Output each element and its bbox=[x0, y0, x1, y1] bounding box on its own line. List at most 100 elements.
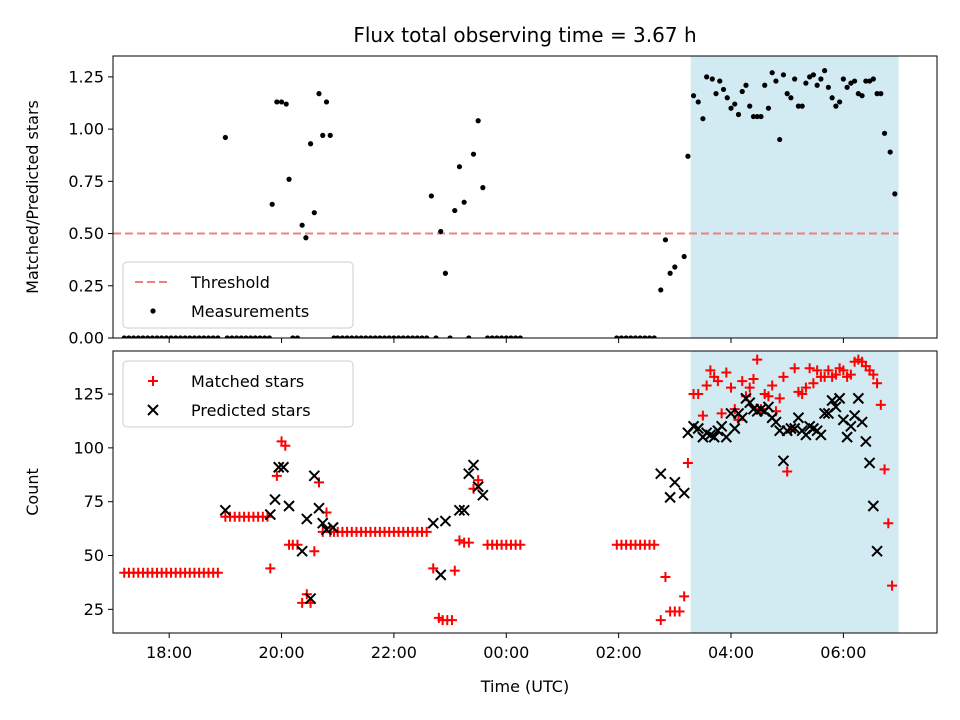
plot-area bbox=[113, 56, 899, 338]
data-point bbox=[748, 373, 759, 384]
data-point bbox=[782, 466, 793, 477]
data-point bbox=[777, 455, 790, 467]
data-point bbox=[735, 111, 742, 118]
data-point bbox=[770, 416, 782, 428]
highlight-span bbox=[690, 351, 899, 633]
data-point bbox=[830, 369, 841, 380]
data-point bbox=[780, 72, 787, 78]
data-point bbox=[664, 491, 676, 504]
plot-area bbox=[119, 351, 899, 633]
data-point bbox=[871, 545, 883, 557]
data-point bbox=[803, 80, 809, 86]
highlight-span bbox=[690, 56, 899, 338]
data-point bbox=[367, 335, 374, 338]
data-point bbox=[845, 420, 857, 433]
data-point bbox=[294, 335, 301, 338]
data-point bbox=[875, 399, 886, 410]
data-point bbox=[296, 545, 308, 557]
y-tick-label: 0.75 bbox=[68, 172, 104, 191]
legend: Matched stars Predicted stars bbox=[122, 360, 354, 428]
data-point bbox=[747, 103, 753, 109]
data-point bbox=[286, 176, 292, 182]
data-point bbox=[222, 134, 228, 141]
data-point bbox=[732, 101, 738, 107]
data-point bbox=[667, 270, 673, 276]
data-point bbox=[292, 539, 303, 550]
data-point bbox=[428, 563, 439, 574]
y-tick-label: 125 bbox=[73, 385, 104, 404]
data-point bbox=[868, 369, 879, 380]
data-point bbox=[454, 535, 465, 546]
data-point bbox=[313, 502, 325, 514]
data-point bbox=[883, 518, 894, 529]
data-point bbox=[475, 118, 481, 124]
data-point bbox=[628, 335, 634, 338]
y-tick-label: 25 bbox=[84, 600, 104, 619]
data-point bbox=[224, 335, 230, 338]
y-tick-label: 1.00 bbox=[68, 120, 104, 139]
data-point bbox=[229, 335, 235, 338]
data-point bbox=[797, 389, 808, 400]
data-point bbox=[243, 335, 249, 338]
data-point bbox=[692, 422, 704, 435]
series-measurements bbox=[121, 68, 898, 338]
data-point bbox=[614, 335, 620, 338]
data-point bbox=[841, 431, 853, 443]
data-point bbox=[845, 369, 856, 380]
data-point bbox=[785, 422, 797, 435]
data-point bbox=[489, 335, 495, 338]
legend-label: Predicted stars bbox=[191, 401, 311, 420]
data-point bbox=[145, 335, 151, 338]
data-point bbox=[660, 572, 671, 583]
data-point bbox=[159, 335, 165, 338]
data-point bbox=[721, 367, 732, 378]
data-point bbox=[210, 335, 216, 338]
data-point bbox=[458, 504, 470, 517]
data-point bbox=[852, 78, 858, 84]
data-point bbox=[154, 335, 160, 338]
data-point bbox=[377, 335, 383, 338]
data-point bbox=[840, 76, 846, 82]
data-point bbox=[788, 95, 794, 101]
data-point bbox=[773, 78, 779, 84]
data-point bbox=[269, 493, 281, 506]
data-point bbox=[804, 363, 815, 374]
data-point bbox=[774, 393, 785, 404]
data-point bbox=[618, 335, 625, 338]
y-tick-label: 75 bbox=[84, 492, 104, 511]
data-point bbox=[887, 580, 898, 591]
bottom-panel: 25 50 75 100 125 18:00 20:00 22:00 00:00 02:00 04:… bbox=[23, 350, 938, 696]
axes-frame bbox=[112, 350, 938, 634]
data-point bbox=[739, 88, 745, 95]
data-point bbox=[743, 82, 749, 88]
data-point bbox=[438, 228, 444, 235]
data-point bbox=[720, 86, 727, 93]
data-point bbox=[316, 91, 322, 97]
data-point bbox=[784, 91, 790, 97]
data-point bbox=[339, 335, 346, 338]
data-point bbox=[838, 365, 849, 376]
data-point bbox=[754, 113, 760, 120]
data-point bbox=[767, 380, 778, 391]
data-point bbox=[503, 335, 509, 338]
data-point bbox=[135, 335, 141, 338]
x-tick-label: 18:00 bbox=[146, 643, 192, 662]
top-panel: 0.00 0.25 0.50 0.75 1.00 1.25 Flux total obser… bbox=[23, 23, 938, 348]
data-point bbox=[467, 459, 480, 471]
data-point bbox=[823, 365, 834, 376]
data-point bbox=[844, 84, 850, 90]
data-point bbox=[283, 101, 289, 107]
data-point bbox=[517, 335, 523, 338]
data-point bbox=[623, 335, 629, 338]
data-point bbox=[642, 335, 648, 338]
legend: Threshold Measurements bbox=[122, 261, 354, 329]
y-tick-label: 0.50 bbox=[68, 224, 104, 243]
data-point bbox=[463, 467, 475, 480]
data-point bbox=[729, 422, 741, 435]
data-point bbox=[892, 191, 898, 197]
data-point bbox=[335, 335, 341, 338]
data-point bbox=[632, 335, 639, 338]
data-point bbox=[395, 335, 402, 338]
data-point bbox=[808, 378, 819, 389]
